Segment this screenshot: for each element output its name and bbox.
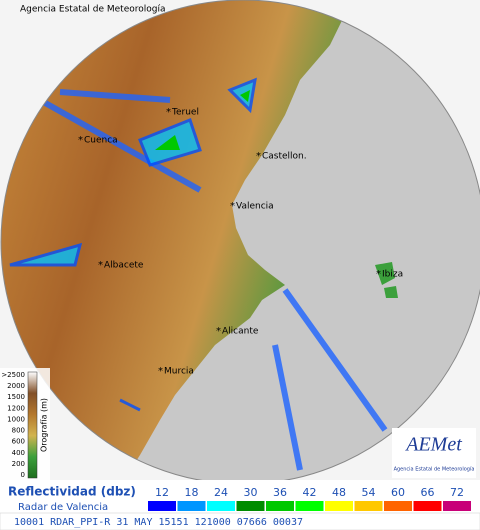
sea bbox=[120, 0, 480, 484]
city-marker: * bbox=[166, 107, 171, 118]
ibiza-island bbox=[375, 262, 395, 285]
elevation-legend-box bbox=[0, 368, 50, 480]
formentera-island bbox=[384, 286, 398, 298]
city-label: Alicante bbox=[222, 327, 259, 337]
city-label: Valencia bbox=[236, 202, 274, 212]
elevation-legend: Orografía (m) >2500200015001200100080060… bbox=[0, 368, 50, 480]
radar-echo bbox=[155, 90, 250, 150]
level-swatch bbox=[236, 501, 265, 511]
agency-header: Agencia Estatal de Meteorología bbox=[20, 5, 166, 15]
level-value: 12 bbox=[155, 486, 169, 499]
city-marker: * bbox=[376, 269, 381, 280]
elevation-label: 1000 bbox=[7, 415, 25, 423]
city-marker: * bbox=[78, 135, 83, 146]
level-swatch bbox=[384, 501, 412, 511]
level-value: 18 bbox=[185, 486, 199, 499]
level-value: 60 bbox=[391, 486, 405, 499]
radar-echo bbox=[9, 77, 257, 412]
elevation-label: >2500 bbox=[1, 371, 25, 379]
radar-disc bbox=[1, 0, 480, 484]
elevation-label: 1500 bbox=[7, 393, 25, 401]
level-swatch bbox=[413, 501, 442, 511]
aemet-logo: AEMet Agencia Estatal de Meteorología bbox=[392, 428, 476, 478]
city-labels: * Teruel* Cuenca* Castellon.* Valencia* Albac… bbox=[78, 107, 403, 377]
level-value: 36 bbox=[273, 486, 287, 499]
elevation-label: 0 bbox=[21, 471, 25, 479]
level-value: 24 bbox=[214, 486, 228, 499]
legend-title: Reflectividad (dbz) bbox=[8, 485, 136, 499]
logo-subtitle: Agencia Estatal de Meteorología bbox=[394, 466, 475, 473]
logo-name: AEMet bbox=[404, 434, 462, 456]
city-marker: * bbox=[158, 366, 163, 377]
level-value: 42 bbox=[303, 486, 317, 499]
city-label: Teruel bbox=[171, 108, 199, 118]
level-value: 30 bbox=[244, 486, 258, 499]
level-swatch bbox=[207, 501, 235, 511]
city-label: Albacete bbox=[104, 261, 144, 271]
level-swatch bbox=[148, 501, 176, 511]
city-label: Cuenca bbox=[84, 136, 118, 146]
status-bar bbox=[0, 512, 480, 530]
city-marker: * bbox=[230, 201, 235, 212]
level-value: 48 bbox=[332, 486, 346, 499]
city-marker: * bbox=[216, 326, 221, 337]
elevation-scale bbox=[27, 371, 38, 479]
elevation-label: 2000 bbox=[7, 382, 25, 390]
level-swatch bbox=[354, 501, 383, 511]
level-swatch bbox=[266, 501, 294, 511]
legend-subtitle: Radar de Valencia bbox=[18, 502, 108, 513]
elevation-label: 200 bbox=[12, 460, 25, 468]
elevation-label: 400 bbox=[12, 449, 25, 457]
level-value: 54 bbox=[362, 486, 376, 499]
level-swatch bbox=[177, 501, 206, 511]
radar-echo bbox=[38, 89, 388, 471]
city-label: Murcia bbox=[164, 367, 194, 377]
city-marker: * bbox=[256, 151, 261, 162]
level-swatch bbox=[295, 501, 324, 511]
elevation-title: Orografía (m) bbox=[40, 398, 49, 452]
reflectivity-scale: 12 18 24 30 36 42 48 54 60 66 72 bbox=[148, 486, 471, 511]
elevation-label: 1200 bbox=[7, 404, 25, 412]
level-value: 72 bbox=[450, 486, 464, 499]
level-swatch bbox=[325, 501, 353, 511]
elevation-label: 800 bbox=[12, 427, 25, 435]
status-text: 10001 RDAR_PPI-R 31 MAY 15151 121000 076… bbox=[14, 517, 303, 528]
elevation-label: 600 bbox=[12, 438, 25, 446]
city-label: Ibiza bbox=[382, 270, 403, 280]
city-marker: * bbox=[98, 260, 103, 271]
level-swatch bbox=[443, 501, 471, 511]
city-label: Castellon. bbox=[262, 152, 307, 162]
logo-box bbox=[392, 428, 476, 478]
level-value: 66 bbox=[421, 486, 435, 499]
